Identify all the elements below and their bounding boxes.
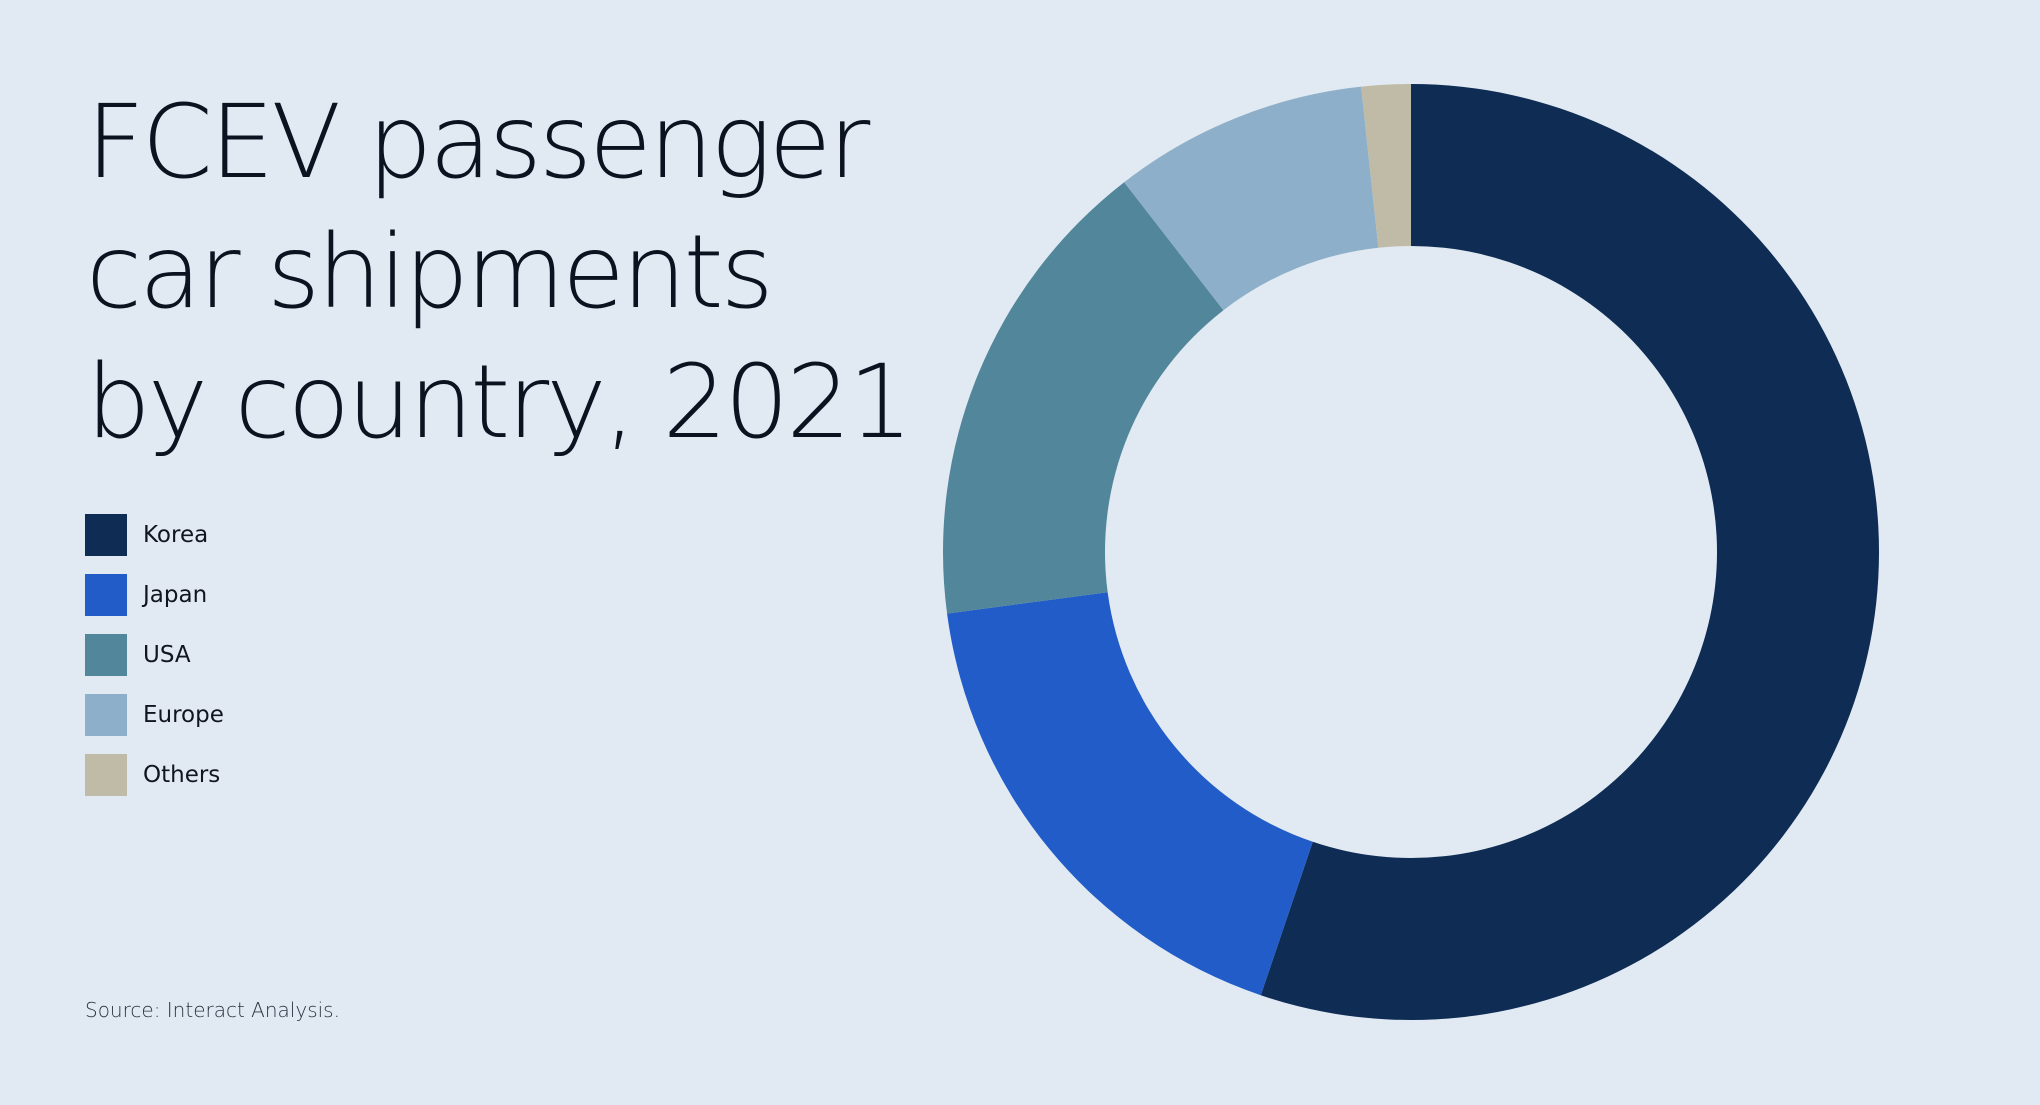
legend-swatch-korea (85, 514, 127, 556)
source-note: Source: Interact Analysis. (85, 998, 340, 1022)
legend-label-europe: Europe (143, 702, 224, 728)
legend-label-others: Others (143, 762, 221, 788)
legend-item-japan: Japan (85, 574, 224, 616)
legend-swatch-usa (85, 634, 127, 676)
legend-swatch-japan (85, 574, 127, 616)
chart-title-line-2: car shipments (86, 213, 774, 332)
chart-title: FCEV passenger car shipments by country,… (86, 78, 913, 468)
legend-item-korea: Korea (85, 514, 224, 556)
legend-item-europe: Europe (85, 694, 224, 736)
legend-label-usa: USA (143, 642, 191, 668)
legend-item-usa: USA (85, 634, 224, 676)
legend-swatch-others (85, 754, 127, 796)
donut-slice-usa (943, 182, 1224, 614)
donut-slice-others (1361, 84, 1411, 248)
legend-item-others: Others (85, 754, 224, 796)
donut-slice-japan (947, 592, 1313, 996)
legend-swatch-europe (85, 694, 127, 736)
donut-slice-europe (1124, 86, 1379, 311)
chart-title-line-1: FCEV passenger (86, 83, 870, 202)
chart-legend: Korea Japan USA Europe Others (85, 514, 224, 814)
donut-slice-korea (1260, 84, 1880, 1021)
legend-label-korea: Korea (143, 522, 209, 548)
legend-label-japan: Japan (143, 582, 208, 608)
chart-title-line-3: by country, 2021 (86, 343, 913, 462)
